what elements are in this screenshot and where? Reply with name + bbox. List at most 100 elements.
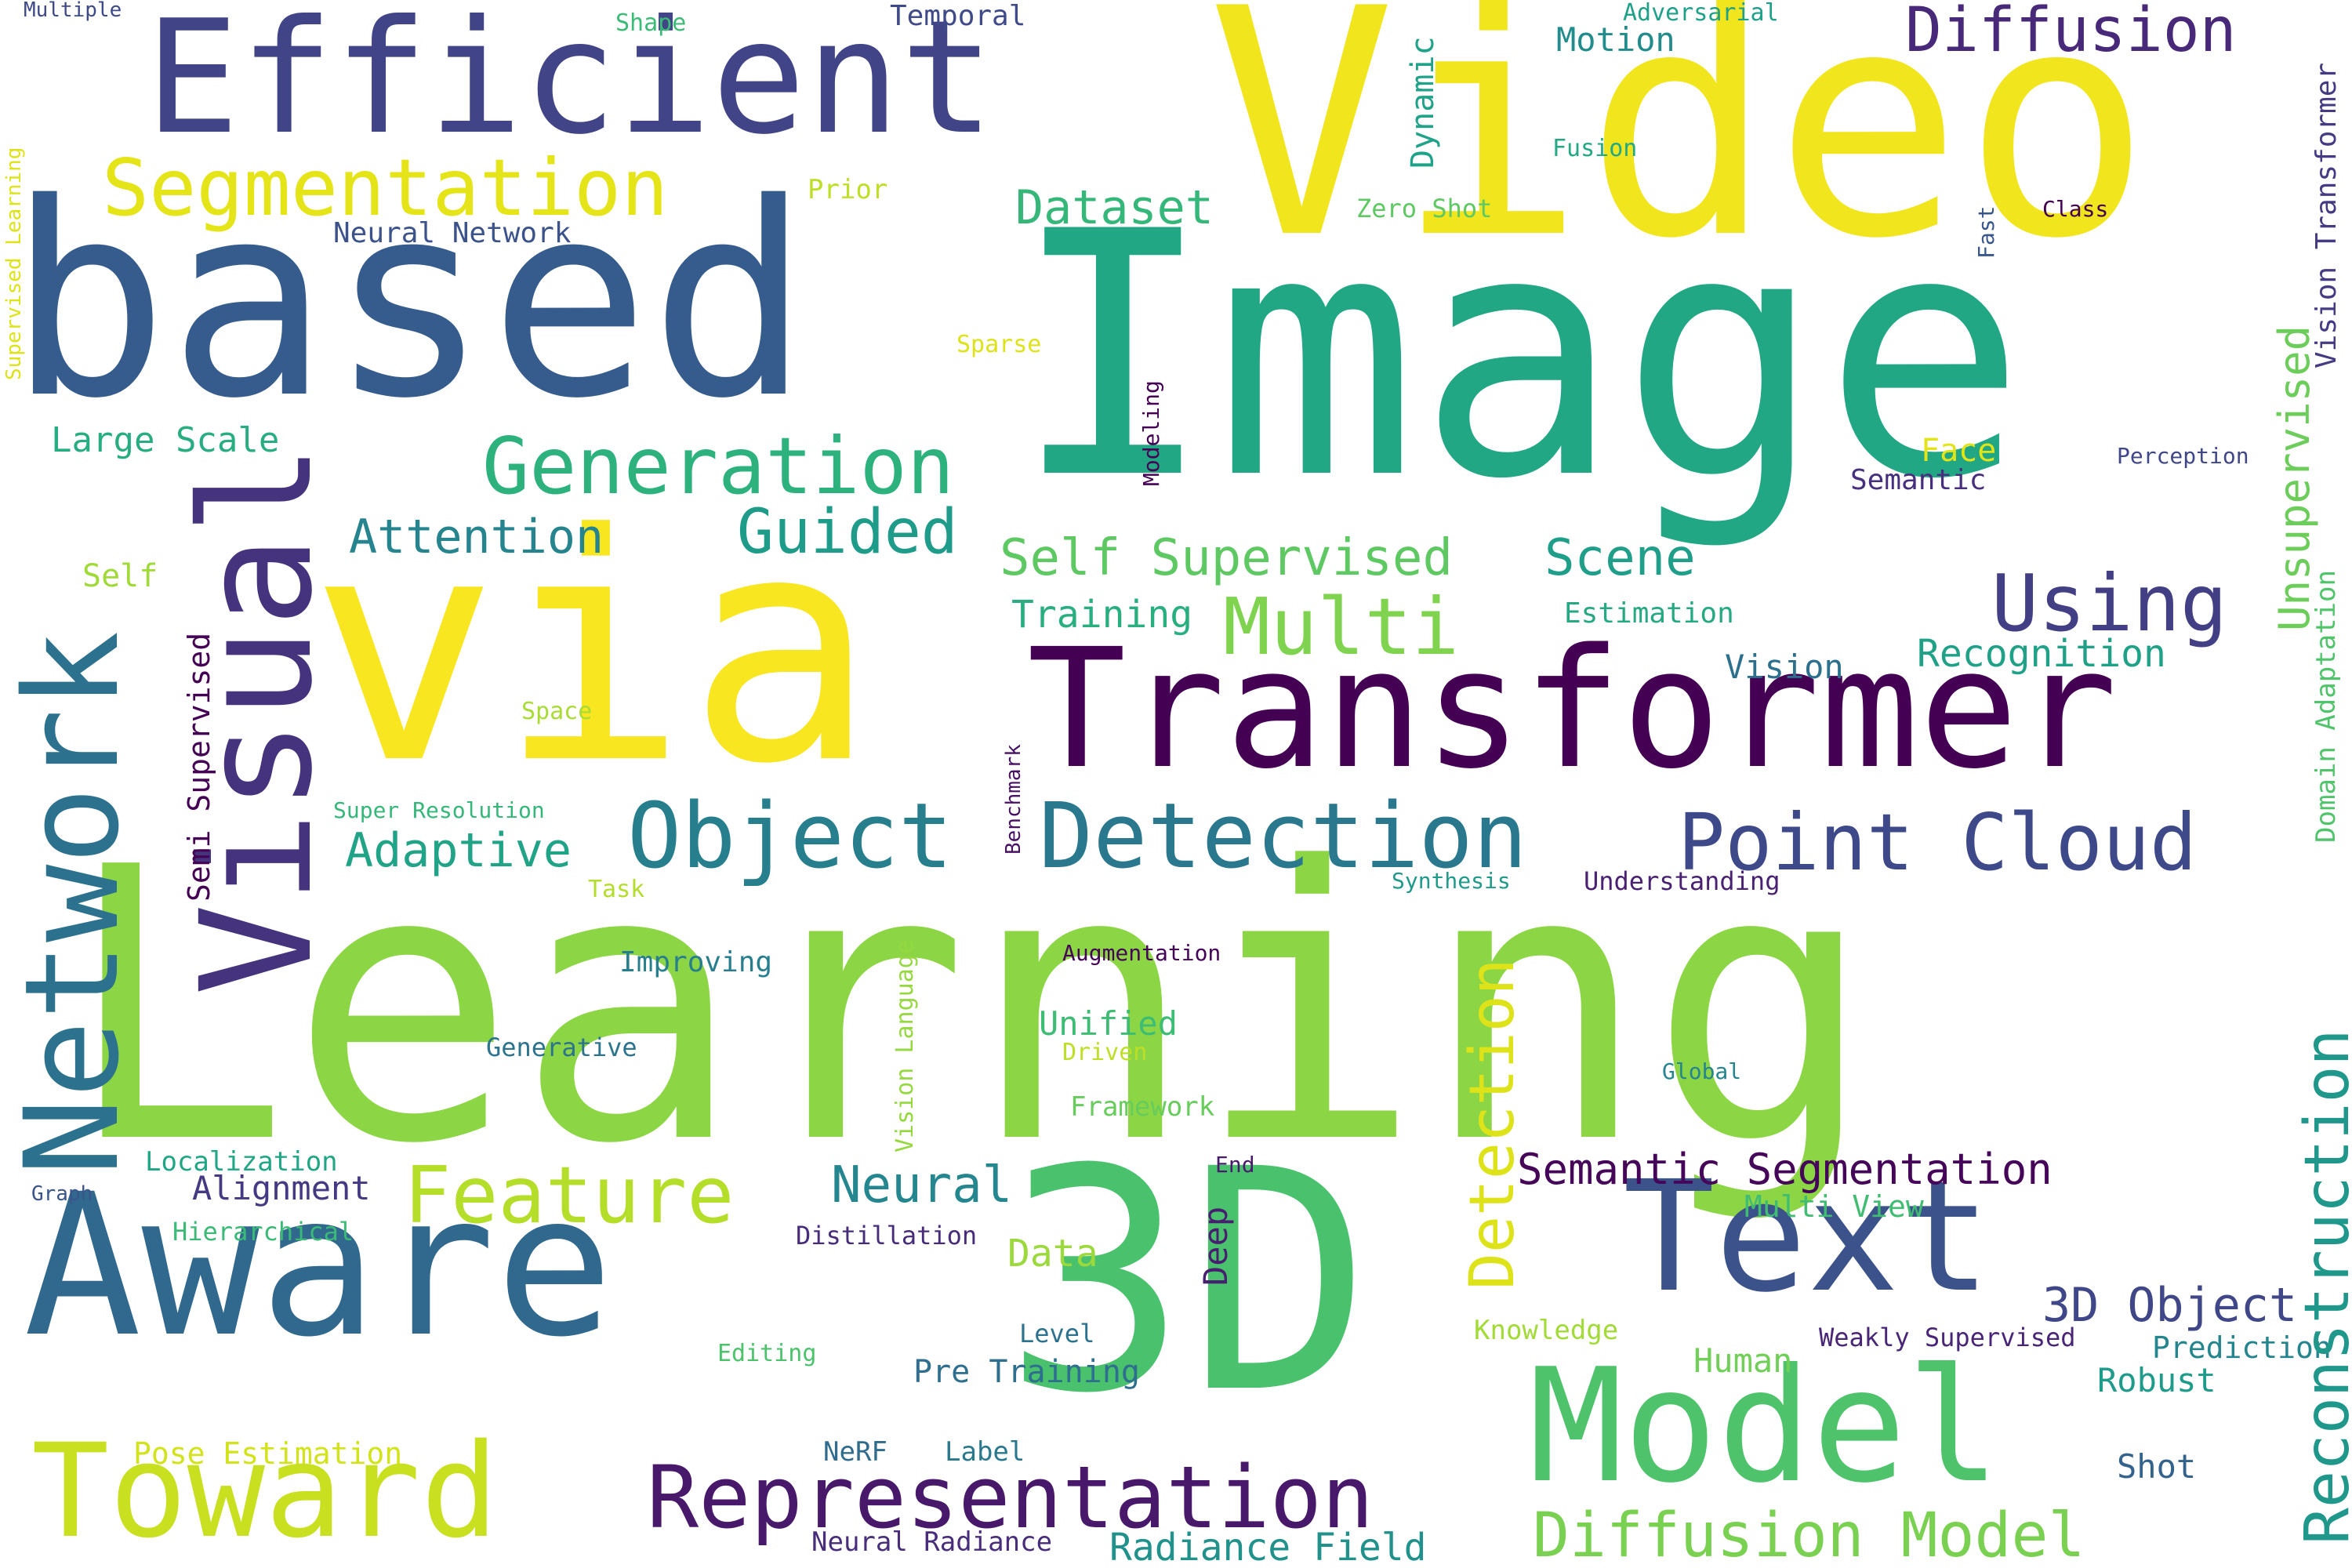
word-self: Self bbox=[82, 558, 158, 594]
word-distillation: Distillation bbox=[796, 1221, 978, 1250]
word-domain-adaptation: Domain Adaptation bbox=[2310, 570, 2342, 843]
word-prediction: Prediction bbox=[2152, 1330, 2332, 1365]
word-graph: Graph bbox=[31, 1182, 93, 1206]
word-estimation: Estimation bbox=[1564, 597, 1734, 630]
word-transformer: Transformer bbox=[1027, 613, 2118, 805]
word-understanding: Understanding bbox=[1584, 866, 1780, 896]
word-adaptive: Adaptive bbox=[345, 823, 572, 878]
word-super-resolution: Super Resolution bbox=[333, 797, 545, 823]
word-nerf: NeRF bbox=[823, 1436, 887, 1468]
word-sparse: Sparse bbox=[956, 331, 1042, 358]
word-image: Image bbox=[1011, 161, 2027, 553]
word-attention: Attention bbox=[349, 510, 604, 564]
word-weakly-supervised: Weakly Supervised bbox=[1819, 1323, 2076, 1352]
word-vision-language: Vision Language bbox=[891, 940, 919, 1152]
word-dataset: Dataset bbox=[1015, 180, 1214, 235]
word-generative: Generative bbox=[486, 1033, 637, 1062]
word-synthesis: Synthesis bbox=[1392, 868, 1511, 894]
word-detection-vertical: Detection bbox=[1457, 958, 1528, 1290]
word-face: Face bbox=[1921, 433, 1997, 469]
word-toward: Toward bbox=[31, 1416, 499, 1566]
word-semi-supervised: Semi Supervised bbox=[182, 632, 216, 902]
word-zero-shot: Zero Shot bbox=[1356, 194, 1493, 223]
word-robust: Robust bbox=[2097, 1361, 2216, 1399]
word-driven: Driven bbox=[1062, 1039, 1148, 1066]
word-task: Task bbox=[588, 876, 645, 903]
word-space: Space bbox=[521, 698, 593, 725]
word-neural: Neural bbox=[831, 1156, 1013, 1214]
word-large-scale: Large Scale bbox=[51, 420, 280, 460]
word-vision-transformer: Vision Transformer bbox=[2310, 62, 2343, 368]
word-neural-radiance: Neural Radiance bbox=[811, 1526, 1053, 1558]
word-dynamic: Dynamic bbox=[1405, 36, 1441, 169]
word-detection: Detection bbox=[1039, 784, 1528, 889]
word-temporal: Temporal bbox=[890, 0, 1026, 32]
word-scene: Scene bbox=[1544, 529, 1696, 587]
word-pose-estimation: Pose Estimation bbox=[133, 1436, 403, 1471]
word-text: Text bbox=[1623, 1148, 1991, 1326]
word-framework: Framework bbox=[1070, 1091, 1215, 1123]
word-network: Network bbox=[0, 630, 147, 1176]
word-semantic: Semantic bbox=[1850, 464, 1987, 496]
word-global: Global bbox=[1662, 1058, 1742, 1084]
word-efficient: Efficient bbox=[145, 0, 995, 169]
word-unified: Unified bbox=[1039, 1004, 1178, 1043]
word-hierarchical: Hierarchical bbox=[172, 1217, 354, 1247]
word-representation: Representation bbox=[647, 1447, 1374, 1548]
word-aware: Aware bbox=[24, 1152, 614, 1380]
word-neural-network: Neural Network bbox=[333, 217, 572, 249]
word-3d: 3D bbox=[1004, 1104, 1372, 1460]
word-supervised-learning: Supervised Learning bbox=[2, 147, 26, 380]
word-video: Video bbox=[1207, 0, 2152, 307]
word-adversarial: Adversarial bbox=[1623, 0, 1779, 27]
word-guided: Guided bbox=[737, 497, 958, 568]
word-using: Using bbox=[1991, 557, 2228, 649]
word-human: Human bbox=[1693, 1341, 1793, 1380]
word-recognition: Recognition bbox=[1917, 632, 2166, 676]
word-shot: Shot bbox=[2117, 1447, 2197, 1486]
word-motion: Motion bbox=[1556, 20, 1675, 59]
word-prior: Prior bbox=[808, 174, 888, 205]
word-class: Class bbox=[2042, 196, 2109, 222]
word-level: Level bbox=[1019, 1319, 1095, 1348]
word-benchmark: Benchmark bbox=[1002, 744, 1025, 855]
word-self-supervised: Self Supervised bbox=[1000, 529, 1453, 587]
word-based: based bbox=[8, 147, 811, 457]
word-deep: Deep bbox=[1196, 1206, 1235, 1286]
word-learning: Learning bbox=[63, 788, 1875, 1226]
word-vision: Vision bbox=[1725, 648, 1844, 686]
word-multi: Multi bbox=[1223, 581, 1460, 673]
word-multi-view: Multi View bbox=[1744, 1189, 1924, 1224]
word-editing: Editing bbox=[717, 1340, 817, 1367]
word-unsupervised: Unsupervised bbox=[2270, 325, 2319, 631]
word-generation: Generation bbox=[482, 420, 955, 512]
word-diffusion-model: Diffusion Model bbox=[1533, 1501, 2085, 1568]
word-training: Training bbox=[1011, 593, 1193, 637]
word-diffusion: Diffusion bbox=[1905, 0, 2237, 66]
word-pre-training: Pre Training bbox=[913, 1354, 1140, 1390]
word-semantic-segmentation: Semantic Segmentation bbox=[1517, 1145, 2053, 1194]
word-alignment: Alignment bbox=[192, 1169, 371, 1207]
word-label: Label bbox=[945, 1436, 1025, 1468]
word-model: Model bbox=[1529, 1335, 2002, 1518]
word-multiple: Multiple bbox=[24, 0, 122, 22]
word-improving: Improving bbox=[619, 946, 773, 978]
word-end: End bbox=[1215, 1152, 1255, 1178]
word-perception: Perception bbox=[2117, 443, 2249, 469]
word-point-cloud: Point Cloud bbox=[1678, 797, 2198, 888]
word-feature: Feature bbox=[404, 1149, 735, 1241]
word-augmentation: Augmentation bbox=[1062, 940, 1221, 966]
word-localization: Localization bbox=[145, 1146, 338, 1178]
word-segmentation: Segmentation bbox=[102, 142, 669, 234]
word-data: Data bbox=[1007, 1232, 1098, 1276]
word-fusion: Fusion bbox=[1552, 135, 1638, 162]
word-reconstruction: Reconstruction bbox=[2292, 1029, 2352, 1544]
word-3d-object: 3D Object bbox=[2042, 1278, 2298, 1333]
word-via: via bbox=[310, 468, 877, 833]
word-shape: Shape bbox=[615, 9, 687, 37]
word-object: Object bbox=[627, 784, 953, 889]
word-radiance-field: Radiance Field bbox=[1109, 1526, 1427, 1568]
word-fast: Fast bbox=[1973, 205, 1999, 259]
word-modeling: Modeling bbox=[1138, 380, 1164, 486]
